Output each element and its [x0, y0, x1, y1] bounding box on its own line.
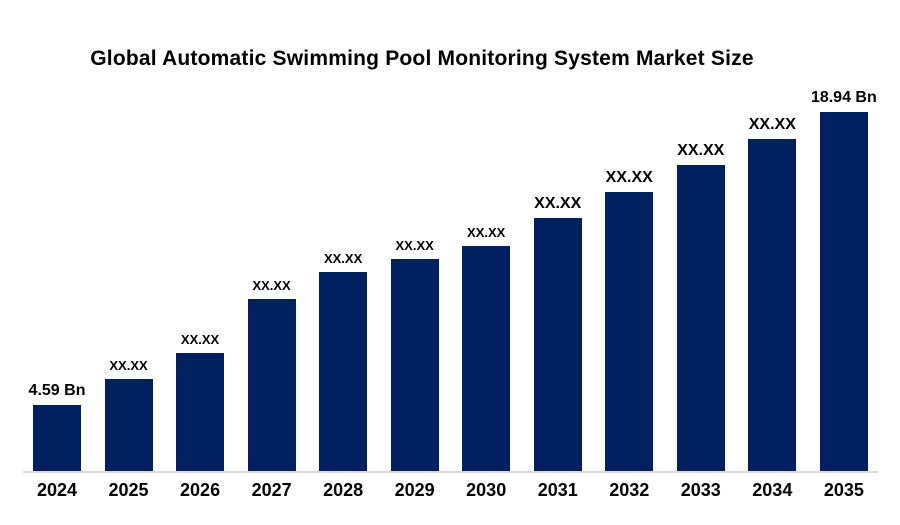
value-label-2025: XX.XX: [109, 358, 148, 374]
bar-column-2028: XX.XX: [319, 251, 368, 471]
year-label-2027: 2027: [251, 480, 292, 500]
chart-title: Global Automatic Swimming Pool Monitorin…: [90, 47, 754, 70]
year-label-2028: 2028: [323, 480, 364, 500]
bar-2024: [33, 405, 81, 471]
year-label-2025: 2025: [108, 480, 149, 500]
bar-column-2030: XX.XX: [462, 225, 511, 471]
year-label-2029: 2029: [394, 480, 435, 500]
x-axis-labels: 2024 2025 2026 2027 2028 2029 2030 2031 2032 2033…: [23, 480, 878, 501]
year-label-2032: 2032: [609, 480, 650, 500]
bar-column-2027: XX.XX: [247, 278, 296, 471]
x-axis-line: [23, 471, 878, 473]
value-label-2033: XX.XX: [677, 141, 725, 159]
value-label-2029: XX.XX: [395, 238, 434, 254]
bar-column-2025: XX.XX: [104, 358, 153, 471]
value-label-2030: XX.XX: [467, 225, 506, 241]
bar-column-2034: XX.XX: [748, 115, 797, 471]
year-label-2033: 2033: [680, 480, 721, 500]
bar-column-2035: 18.94 Bn: [811, 89, 877, 471]
bar-2028: [319, 272, 368, 471]
bar-2025: [104, 379, 153, 471]
value-label-2028: XX.XX: [323, 251, 363, 267]
bar-column-2031: XX.XX: [533, 194, 582, 471]
year-label-2035: 2035: [823, 480, 864, 500]
year-label-2034: 2034: [752, 480, 793, 500]
bar-column-2024: 4.59 Bn: [29, 382, 85, 471]
value-label-2027: XX.XX: [252, 278, 291, 294]
value-label-2032: XX.XX: [605, 168, 653, 186]
bar-2035: [819, 112, 868, 471]
bar-column-2032: XX.XX: [605, 168, 654, 471]
bar-column-2026: XX.XX: [176, 332, 225, 471]
year-label-2031: 2031: [537, 480, 578, 500]
bar-2033: [676, 165, 725, 471]
bar-2031: [533, 218, 582, 471]
bar-2032: [605, 192, 654, 471]
year-label-2030: 2030: [466, 480, 507, 500]
bar-column-2033: XX.XX: [676, 141, 725, 471]
value-label-2034: XX.XX: [748, 115, 796, 133]
bar-2027: [247, 299, 296, 471]
plot-area: 4.59 Bn XX.XX XX.XX XX.XX XX.XX XX.XX XX.XX XX.…: [23, 79, 878, 471]
value-label-2035: 18.94 Bn: [810, 88, 877, 106]
bar-2029: [390, 259, 439, 471]
bar-2034: [748, 139, 797, 471]
bar-2030: [462, 246, 511, 471]
value-label-2026: XX.XX: [180, 332, 220, 348]
value-label-2024: 4.59 Bn: [28, 381, 86, 399]
year-label-2026: 2026: [180, 480, 221, 500]
value-label-2031: XX.XX: [534, 194, 582, 212]
bar-column-2029: XX.XX: [390, 238, 439, 471]
bar-2026: [176, 353, 225, 471]
year-label-2024: 2024: [36, 480, 78, 500]
